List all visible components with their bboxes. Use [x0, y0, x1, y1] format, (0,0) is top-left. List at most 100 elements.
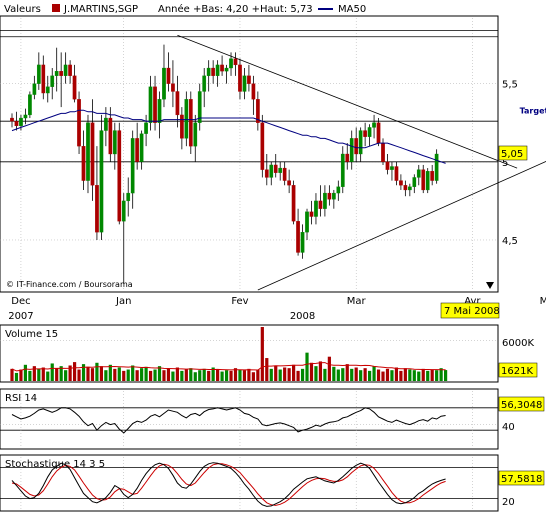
candle-body [117, 130, 122, 222]
rsi-panel: RSI 14 56,3048 40 [0, 388, 545, 450]
volume-bar [372, 366, 376, 381]
candle-body [14, 121, 19, 127]
candle-body [251, 83, 256, 100]
candle-body [336, 186, 341, 194]
candle-body [381, 142, 385, 162]
scroll-arrow-icon[interactable] [486, 282, 494, 289]
stochastic-last-label: 57,5818 [501, 474, 542, 485]
candle-body [282, 167, 287, 181]
stochastic-d-line [11, 463, 446, 506]
candle-body [104, 117, 108, 131]
volume-bar [443, 370, 448, 381]
candle-body [188, 99, 193, 147]
y-tick-label: 5,5 [502, 80, 518, 91]
volume-bar [287, 368, 291, 381]
volume-bar [305, 352, 309, 381]
y-tick-label: 4,5 [502, 236, 518, 247]
rsi-last-box [498, 396, 545, 412]
y-tick-label: 5 [502, 158, 508, 169]
candle-body [193, 122, 198, 147]
volume-bar [278, 369, 282, 381]
stochastic-panel: Stochastique 14 3 5 57,5818 20 [0, 454, 545, 512]
volume-bar [309, 362, 314, 381]
candle-body [372, 122, 376, 128]
volume-bar [59, 366, 63, 381]
last-price-box [498, 145, 528, 161]
rsi-title: RSI 14 [5, 393, 37, 404]
volume-bar [140, 368, 144, 381]
candle-body [135, 138, 140, 162]
rsi-tick-label: 40 [502, 422, 515, 433]
candle-body [403, 185, 408, 191]
candle-body [407, 186, 412, 191]
volume-title: Volume 15 [5, 329, 58, 340]
candle-body [255, 99, 260, 123]
volume-last-label: 1621K [501, 366, 533, 377]
x-tick-label: Fev [231, 296, 248, 307]
candle-body [238, 64, 242, 92]
candle-body [220, 64, 224, 72]
candle-body [345, 153, 350, 162]
stochastic-frame [0, 454, 499, 512]
volume-bar [104, 370, 108, 381]
volume-bar [394, 367, 399, 381]
volume-bar [202, 368, 206, 381]
volume-bar [421, 368, 425, 381]
candle-body [108, 117, 113, 155]
candle-body [126, 192, 131, 202]
candle-body [367, 127, 372, 137]
candle-body [314, 200, 318, 217]
candle-body [291, 185, 296, 222]
stochastic-k-line [11, 462, 446, 507]
volume-bar [292, 364, 296, 381]
volume-bar [81, 364, 86, 381]
volume-ma-line [11, 362, 446, 372]
candle-body [296, 221, 300, 253]
volume-bar [274, 365, 278, 381]
candle-body [390, 166, 394, 170]
volume-bar [41, 367, 45, 381]
candle-body [323, 192, 327, 209]
candle-body [229, 58, 233, 69]
volume-bar [189, 368, 193, 381]
volume-bar [68, 365, 72, 381]
volume-bar [126, 369, 130, 381]
header-bar [0, 0, 546, 16]
candle-body [166, 67, 171, 84]
volume-bar [417, 371, 421, 381]
volume-bar [327, 356, 331, 381]
rsi-frame [0, 388, 499, 450]
candle-body [309, 211, 314, 217]
volume-bar [323, 368, 327, 381]
candle-body [363, 130, 367, 137]
volume-bar [229, 370, 233, 381]
candle-body [171, 83, 175, 92]
volume-bar [122, 370, 126, 381]
volume-bar [50, 363, 54, 381]
volume-bar [113, 368, 117, 381]
volume-bar [350, 368, 354, 381]
candle-body [412, 177, 417, 187]
candle-body [211, 67, 215, 76]
candle-body [247, 75, 251, 84]
candle-body [224, 67, 229, 72]
candle-body [41, 64, 46, 94]
candle-body [394, 166, 399, 181]
volume-bar [144, 366, 148, 381]
volume-bar [117, 367, 121, 381]
volume-bar [439, 368, 443, 381]
candle-body [327, 192, 332, 200]
candle-body [36, 64, 41, 84]
volume-bar [345, 364, 349, 381]
volume-bar [238, 369, 242, 381]
candle-body [354, 138, 359, 155]
volume-bar [86, 366, 90, 381]
candle-body [144, 122, 148, 134]
volume-bar [135, 370, 139, 381]
candle-body [260, 122, 265, 170]
candle-body [215, 64, 220, 76]
volume-bar [32, 366, 36, 381]
candle-body [81, 146, 86, 181]
candle-body [68, 64, 72, 76]
